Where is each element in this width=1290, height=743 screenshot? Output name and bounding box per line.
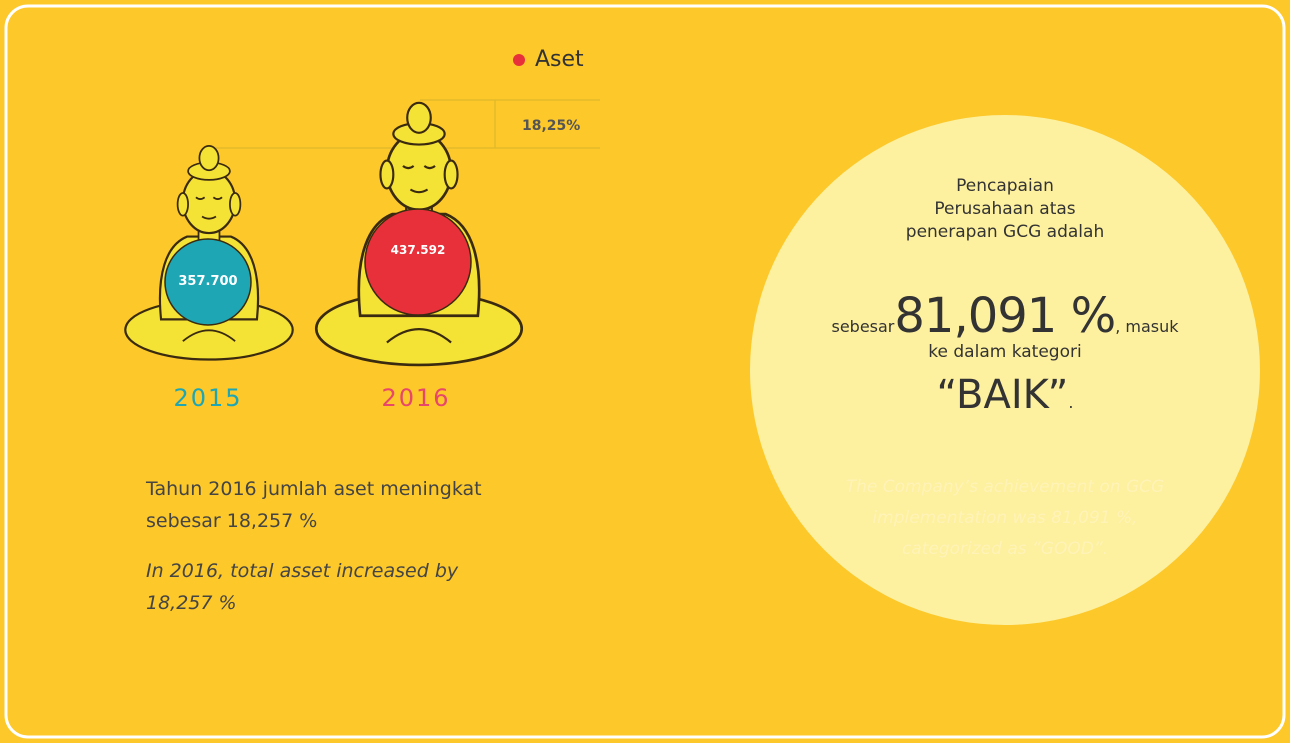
artwork bbox=[0, 0, 1290, 743]
gcg-category-line: “BAIK”. bbox=[937, 372, 1074, 418]
text-line: In 2016, total asset increased by bbox=[146, 555, 482, 587]
legend-label: Aset bbox=[535, 47, 584, 72]
text-line: Tahun 2016 jumlah aset meningkat bbox=[146, 473, 482, 505]
year-label: 2015 bbox=[173, 384, 242, 412]
text-line: sebesar 18,257 % bbox=[146, 505, 482, 537]
text-line: implementation was 81,091 %, bbox=[846, 503, 1164, 534]
text-line: categorized as “GOOD”. bbox=[846, 534, 1164, 565]
growth-label: 18,25% bbox=[522, 118, 580, 134]
text-line: ke dalam kategori bbox=[928, 342, 1081, 362]
description: Tahun 2016 jumlah aset meningkat sebesar… bbox=[146, 473, 482, 619]
value-circle-2016 bbox=[365, 209, 471, 315]
text: sebesar bbox=[831, 317, 894, 336]
gcg-score: 81,091 % bbox=[894, 288, 1115, 344]
value-label: 357.700 bbox=[178, 274, 237, 289]
legend-dot bbox=[513, 54, 525, 66]
gcg-english: The Company’s achievement on GCG impleme… bbox=[846, 472, 1164, 565]
gcg-intro: Pencapaian Perusahaan atas penerapan GCG… bbox=[906, 175, 1104, 244]
infographic: Aset 18,25% 357.700 437.592 2015 2016 Ta… bbox=[0, 0, 1290, 743]
text: . bbox=[1068, 393, 1073, 412]
text-line: Perusahaan atas bbox=[906, 198, 1104, 221]
text-line: The Company’s achievement on GCG bbox=[846, 472, 1164, 503]
text-line: 18,257 % bbox=[146, 587, 482, 619]
text: , masuk bbox=[1115, 317, 1178, 336]
text-line: penerapan GCG adalah bbox=[906, 221, 1104, 244]
value-label: 437.592 bbox=[391, 243, 446, 257]
text-line: Pencapaian bbox=[906, 175, 1104, 198]
gcg-score-line: sebesar81,091 %, masuk bbox=[831, 288, 1178, 344]
year-label: 2016 bbox=[381, 384, 450, 412]
gcg-category: “BAIK” bbox=[937, 372, 1069, 418]
